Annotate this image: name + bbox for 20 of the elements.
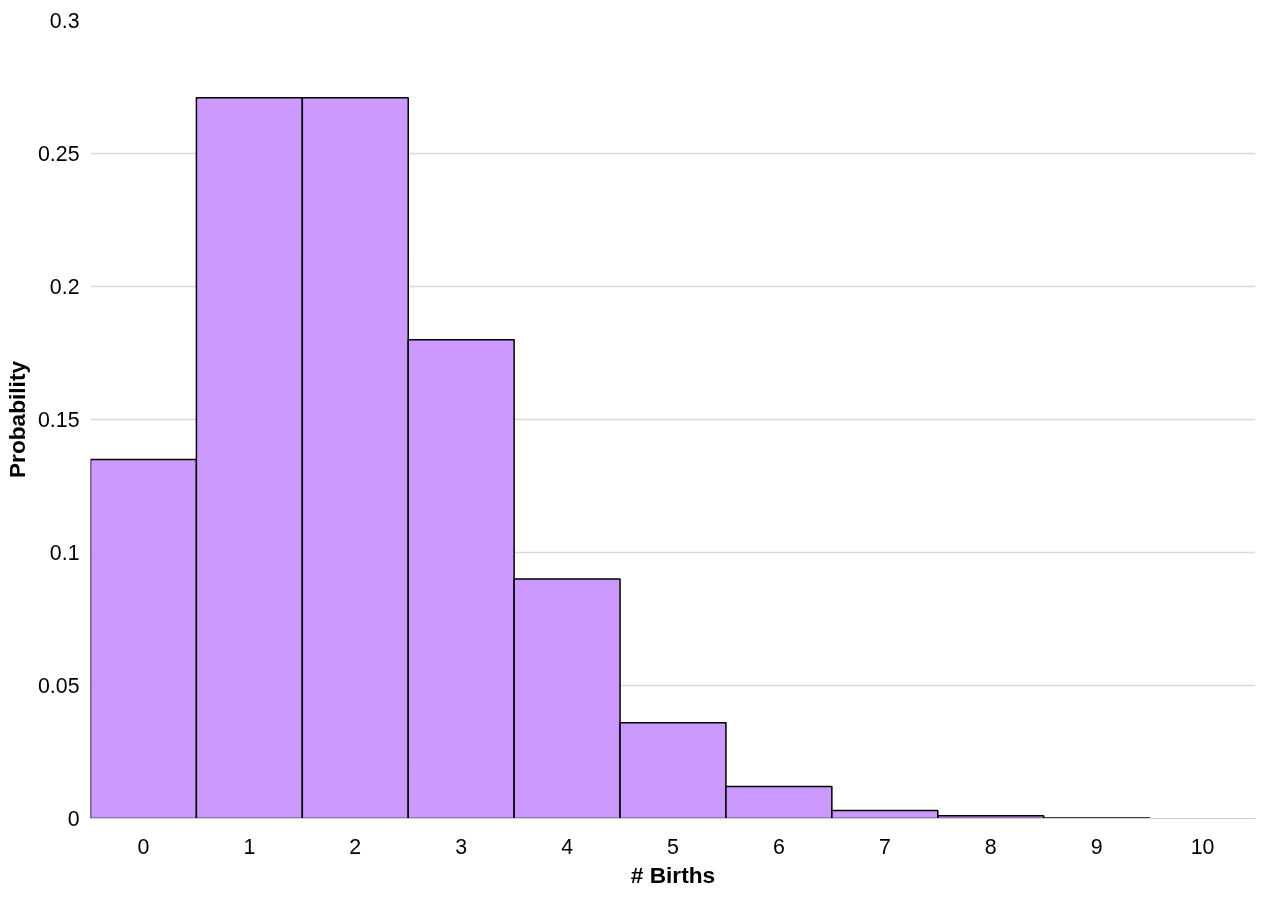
x-tick-label: 9 bbox=[1090, 834, 1103, 859]
x-tick-label: 3 bbox=[455, 834, 468, 859]
x-tick-label: 1 bbox=[243, 834, 256, 859]
x-axis-title: # Births bbox=[630, 861, 716, 888]
x-tick-label: 8 bbox=[984, 834, 997, 859]
y-tick-label: 0.15 bbox=[37, 408, 80, 432]
x-tick-label: 0 bbox=[137, 834, 150, 859]
y-tick-label: 0.2 bbox=[49, 275, 80, 299]
x-tick-label: 7 bbox=[878, 834, 891, 859]
y-tick-label: 0.25 bbox=[37, 142, 80, 166]
y-tick-label: 0.3 bbox=[49, 9, 80, 33]
x-tick-label: 10 bbox=[1190, 834, 1215, 859]
y-tick-label: 0.05 bbox=[37, 674, 80, 698]
x-tick-label: 6 bbox=[772, 834, 785, 859]
x-tick-label: 4 bbox=[561, 834, 574, 859]
y-tick-label: 0.1 bbox=[49, 541, 80, 565]
x-tick-label: 5 bbox=[667, 834, 679, 859]
x-tick-label: 2 bbox=[349, 834, 362, 859]
y-tick-label: 0 bbox=[67, 807, 80, 831]
y-axis-title: Probability bbox=[3, 360, 30, 479]
